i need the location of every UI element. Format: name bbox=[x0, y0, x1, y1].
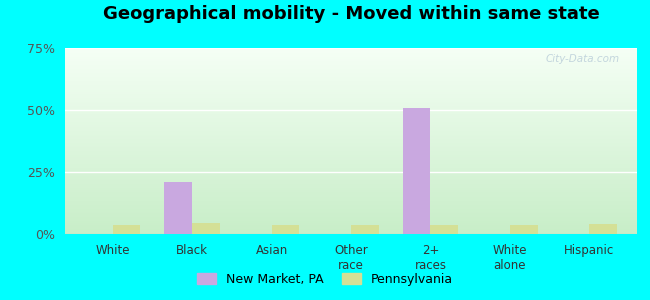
Bar bbox=[590, 224, 617, 234]
Legend: New Market, PA, Pennsylvania: New Market, PA, Pennsylvania bbox=[192, 268, 458, 291]
Bar bbox=[430, 225, 458, 234]
Bar bbox=[164, 182, 192, 234]
Bar bbox=[112, 225, 140, 234]
Text: City-Data.com: City-Data.com bbox=[546, 54, 620, 64]
Title: Geographical mobility - Moved within same state: Geographical mobility - Moved within sam… bbox=[103, 5, 599, 23]
Bar bbox=[402, 107, 430, 234]
Bar bbox=[272, 225, 300, 234]
Bar bbox=[510, 225, 538, 234]
Bar bbox=[192, 223, 220, 234]
Bar bbox=[351, 225, 379, 234]
